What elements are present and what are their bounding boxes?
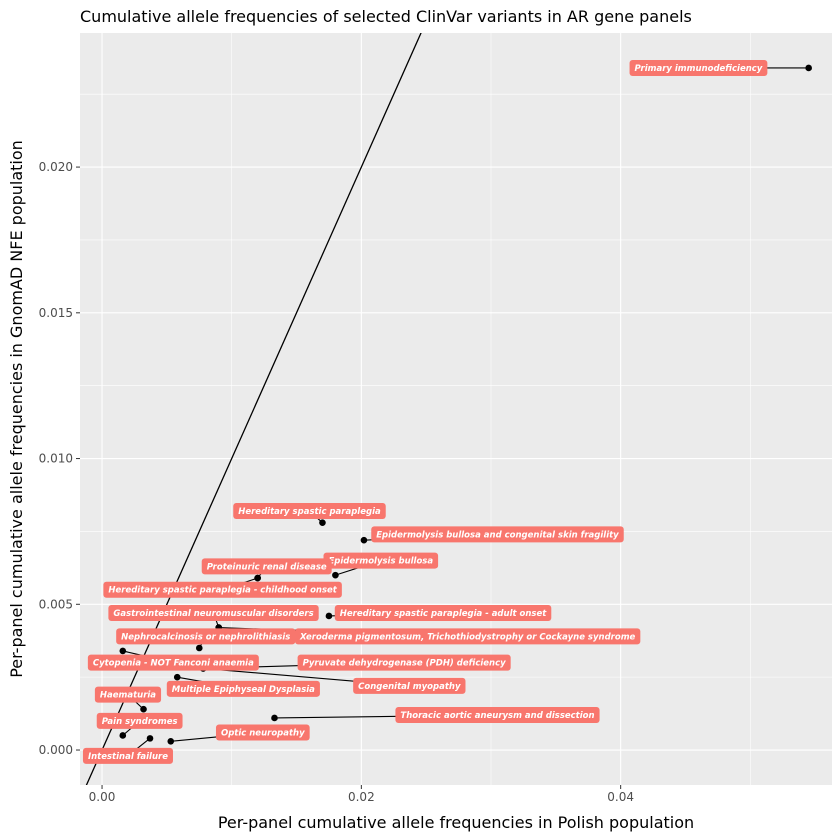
point-label: Haematuria — [94, 686, 162, 703]
point-label-text: Cytopenia - NOT Fanconi anaemia — [93, 659, 254, 669]
point-label-text: Haematuria — [100, 691, 156, 701]
point-label-box — [233, 503, 386, 520]
point-label: Cytopenia - NOT Fanconi anaemia — [87, 654, 259, 671]
point-label: Pyruvate dehydrogenase (PDH) deficiency — [297, 654, 511, 671]
data-point — [173, 673, 181, 681]
point-label: Hereditary spastic paraplegia - adult on… — [334, 605, 552, 622]
point-label-text: Congenital myopathy — [358, 682, 461, 692]
point-label-box — [294, 628, 641, 645]
data-point — [254, 574, 261, 582]
point-label-box — [96, 712, 183, 729]
point-label-box — [87, 654, 259, 671]
data-point — [119, 732, 127, 739]
point-label: Proteinuric renal disease — [201, 558, 332, 575]
point-label-text: Hereditary spastic paraplegia - adult on… — [340, 609, 547, 619]
y-tick-label: 0.000 — [39, 743, 73, 757]
point-label-box — [116, 628, 296, 645]
point-label-box — [82, 747, 173, 764]
data-point — [119, 647, 127, 655]
point-label: Multiple Epiphyseal Dysplasia — [166, 680, 320, 697]
point-label-text: Pain syndromes — [102, 717, 178, 727]
chart-title: Cumulative allele frequencies of selecte… — [80, 7, 692, 26]
point-label: Congenital myopathy — [353, 677, 466, 694]
x-tick-label: 0.02 — [348, 790, 375, 804]
axes: 0.00 0.02 0.04 0.000 0.005 0.010 0.015 0.020 — [39, 160, 634, 804]
point-label: Intestinal failure — [82, 747, 173, 764]
point-label-box — [94, 686, 162, 703]
data-point — [146, 735, 154, 742]
point-label: Hereditary spastic paraplegia — [233, 503, 386, 520]
point-label-text: Pyruvate dehydrogenase (PDH) deficiency — [303, 659, 507, 669]
point-label-text: Xeroderma pigmentosum, Trichothiodystrop… — [299, 632, 636, 642]
data-point — [332, 571, 339, 579]
point-label-box — [323, 552, 439, 569]
point-label-box — [108, 605, 319, 622]
x-axis-title: Per-panel cumulative allele frequencies … — [218, 813, 694, 832]
point-label-text: Multiple Epiphyseal Dysplasia — [172, 685, 315, 695]
grid-lines — [80, 33, 832, 785]
data-point — [360, 536, 368, 544]
point-label: Nephrocalcinosis or nephrolithiasis — [116, 628, 296, 645]
point-label-box — [166, 680, 320, 697]
point-label-box — [201, 558, 332, 575]
y-axis-title: Per-panel cumulative allele frequencies … — [7, 140, 26, 678]
point-label-text: Gastrointestinal neuromuscular disorders — [113, 609, 313, 619]
data-point — [167, 737, 175, 745]
point-label-box — [353, 677, 466, 694]
reference-line-group — [85, 33, 422, 785]
point-label-text: Epidermolysis bullosa — [329, 557, 434, 567]
point-label: Optic neuropathy — [215, 724, 310, 741]
point-label: Thoracic aortic aneurysm and dissection — [395, 707, 600, 724]
data-point — [319, 519, 326, 526]
data-point — [805, 64, 812, 72]
point-label-box — [103, 581, 342, 598]
point-label-box — [629, 59, 768, 76]
point-label-text: Proteinuric renal disease — [207, 562, 327, 572]
data-point — [271, 714, 278, 722]
point-label-text: Nephrocalcinosis or nephrolithiasis — [121, 632, 290, 642]
point-label-box — [395, 707, 600, 724]
data-point — [195, 644, 203, 652]
point-label-box — [334, 605, 552, 622]
point-label-box — [215, 724, 310, 741]
point-label: Primary immunodeficiency — [629, 59, 768, 76]
reference-line — [85, 33, 422, 785]
point-label-text: Hereditary spastic paraplegia - childhoo… — [108, 586, 337, 596]
data-point — [140, 705, 147, 713]
point-label: Epidermolysis bullosa — [323, 552, 439, 569]
point-label-text: Intestinal failure — [88, 752, 168, 762]
point-label-text: Thoracic aortic aneurysm and dissection — [400, 711, 594, 721]
data-points — [119, 64, 812, 745]
point-label: Gastrointestinal neuromuscular disorders — [108, 605, 319, 622]
point-label: Pain syndromes — [96, 712, 183, 729]
y-tick-label: 0.010 — [39, 452, 73, 466]
y-tick-label: 0.005 — [39, 597, 73, 611]
point-label-text: Hereditary spastic paraplegia — [238, 507, 381, 517]
point-label-box — [297, 654, 511, 671]
point-labels: Primary immunodeficiency Hereditary spast… — [82, 59, 768, 764]
point-label-text: Optic neuropathy — [221, 729, 305, 739]
point-label-text: Primary immunodeficiency — [635, 64, 763, 74]
plot-panel — [80, 33, 832, 785]
point-label-box — [371, 526, 624, 543]
point-label: Hereditary spastic paraplegia - childhoo… — [103, 581, 342, 598]
point-label: Epidermolysis bullosa and congenital ski… — [371, 526, 624, 543]
point-label-text: Epidermolysis bullosa and congenital ski… — [376, 530, 619, 540]
y-tick-label: 0.015 — [39, 306, 73, 320]
y-tick-label: 0.020 — [39, 160, 73, 174]
point-label: Xeroderma pigmentosum, Trichothiodystrop… — [294, 628, 641, 645]
data-point — [325, 612, 333, 620]
x-tick-label: 0.04 — [607, 790, 634, 804]
x-tick-label: 0.00 — [89, 790, 116, 804]
